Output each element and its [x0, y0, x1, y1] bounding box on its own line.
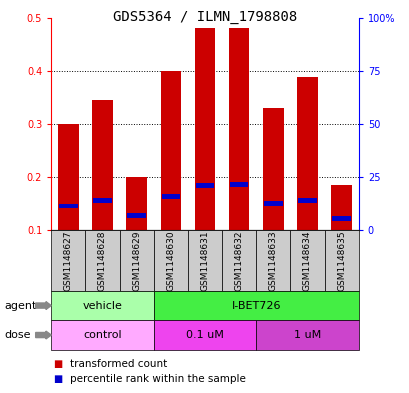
Bar: [126, 177, 146, 230]
Text: agent: agent: [4, 301, 36, 310]
Bar: [229, 182, 248, 187]
Bar: [194, 28, 215, 230]
Text: ■: ■: [53, 374, 63, 384]
Bar: [330, 185, 351, 230]
Text: percentile rank within the sample: percentile rank within the sample: [70, 374, 245, 384]
Bar: [297, 198, 316, 203]
Bar: [92, 100, 112, 230]
Text: 1 uM: 1 uM: [293, 330, 320, 340]
Text: GSM1148628: GSM1148628: [98, 230, 107, 290]
Text: control: control: [83, 330, 121, 340]
Text: GSM1148634: GSM1148634: [302, 230, 311, 290]
Bar: [58, 124, 79, 230]
Text: GSM1148632: GSM1148632: [234, 230, 243, 290]
Text: GSM1148629: GSM1148629: [132, 230, 141, 290]
Text: ■: ■: [53, 358, 63, 369]
Text: dose: dose: [4, 330, 31, 340]
Text: GSM1148630: GSM1148630: [166, 230, 175, 291]
Text: vehicle: vehicle: [82, 301, 122, 310]
Text: GSM1148631: GSM1148631: [200, 230, 209, 291]
Text: GSM1148633: GSM1148633: [268, 230, 277, 291]
Text: transformed count: transformed count: [70, 358, 166, 369]
Text: GDS5364 / ILMN_1798808: GDS5364 / ILMN_1798808: [112, 10, 297, 24]
Bar: [332, 216, 350, 220]
Text: 0.1 uM: 0.1 uM: [186, 330, 223, 340]
Text: GSM1148627: GSM1148627: [64, 230, 73, 290]
Bar: [160, 71, 181, 230]
Bar: [161, 194, 180, 199]
Bar: [196, 184, 213, 188]
Bar: [59, 204, 77, 208]
Bar: [263, 108, 283, 230]
Text: I-BET726: I-BET726: [231, 301, 280, 310]
Bar: [93, 198, 111, 203]
Bar: [297, 77, 317, 230]
Bar: [263, 201, 282, 206]
Bar: [228, 28, 249, 230]
Bar: [127, 213, 146, 218]
Text: GSM1148635: GSM1148635: [336, 230, 345, 291]
